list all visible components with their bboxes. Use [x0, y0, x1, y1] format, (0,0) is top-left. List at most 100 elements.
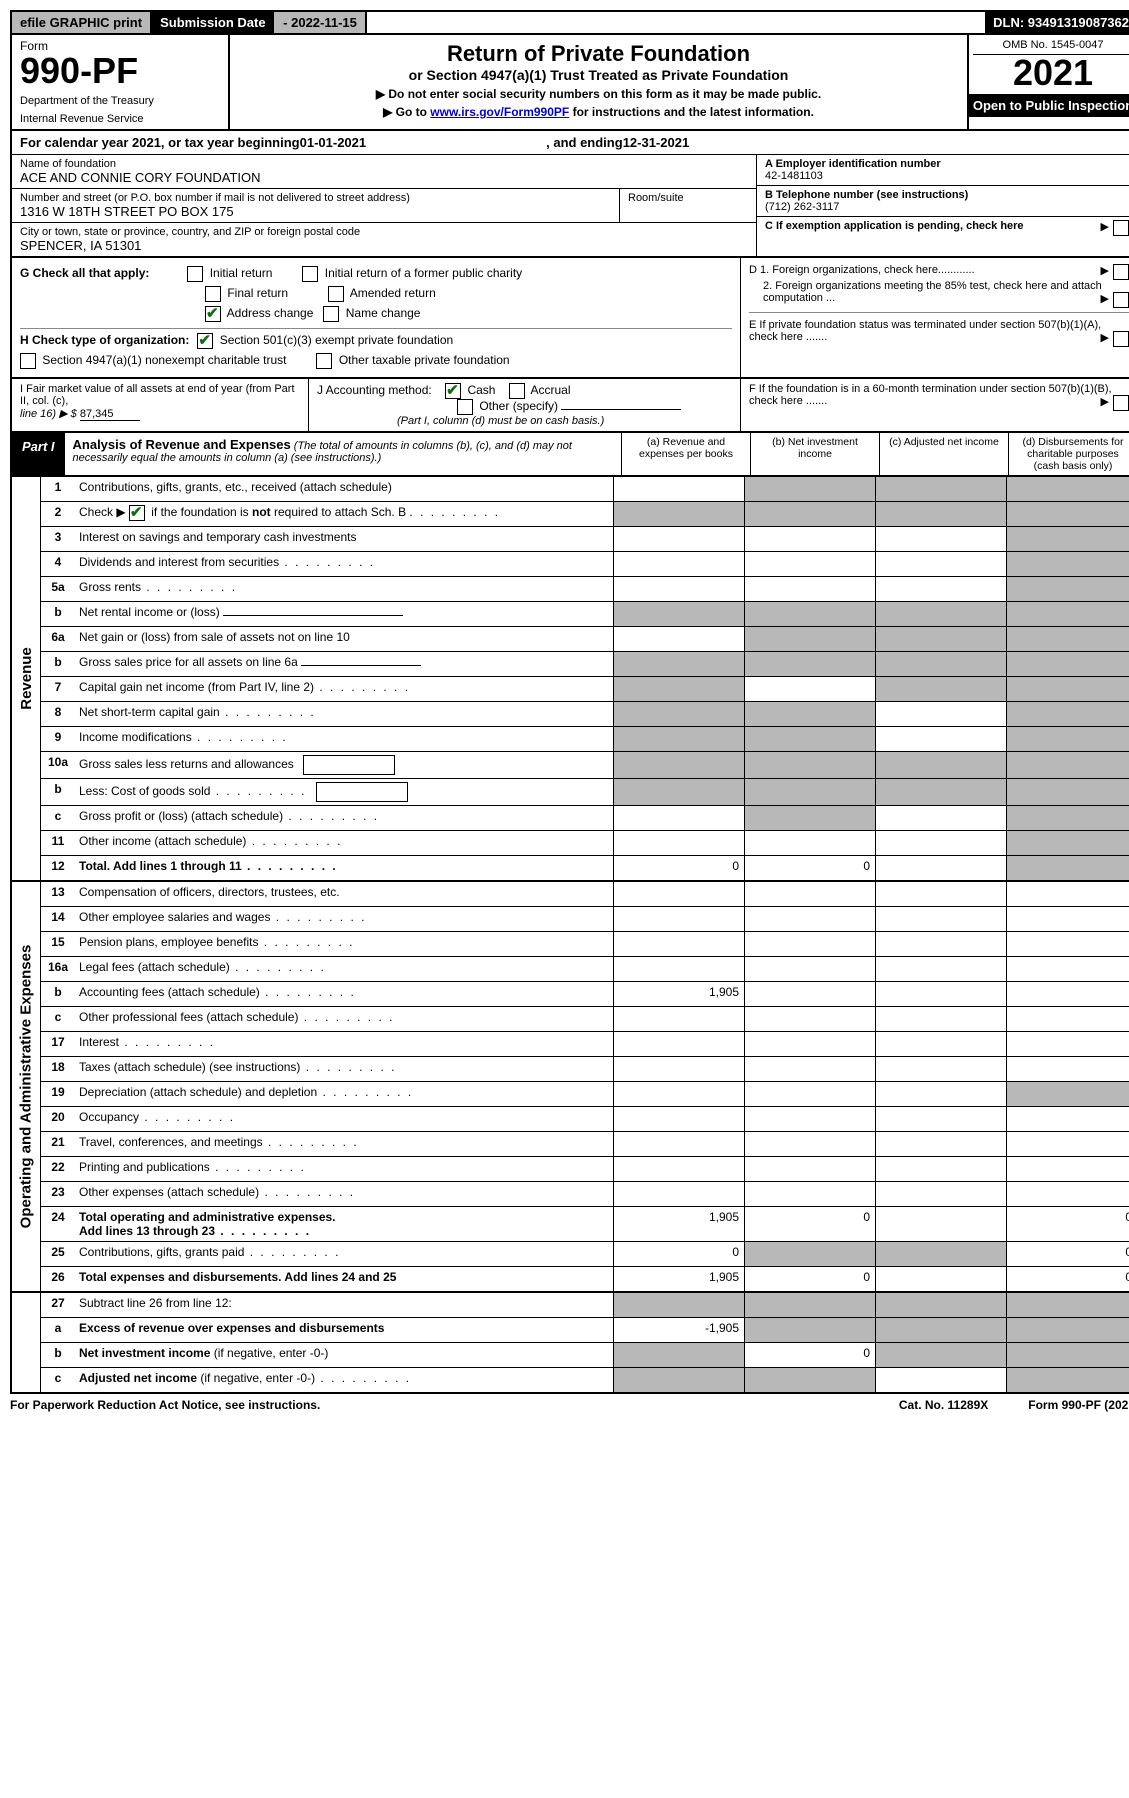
- phone-cell: B Telephone number (see instructions) (7…: [757, 186, 1129, 217]
- r10a-box: [303, 755, 395, 775]
- cell-b: [744, 702, 875, 726]
- 4947-checkbox[interactable]: [20, 353, 36, 369]
- cell-a: [613, 652, 744, 676]
- d1-row: D 1. Foreign organizations, check here..…: [749, 264, 1129, 276]
- row-desc: Net rental income or (loss): [75, 602, 613, 626]
- cell-b: [744, 727, 875, 751]
- address-value: 1316 W 18TH STREET PO BOX 175: [20, 204, 611, 219]
- initial-former-checkbox[interactable]: [302, 266, 318, 282]
- row-25: 25 Contributions, gifts, grants paid 0 0: [41, 1241, 1129, 1266]
- accrual-label: Accrual: [530, 383, 570, 397]
- row-num: 23: [41, 1182, 75, 1206]
- final-return-label: Final return: [227, 286, 288, 300]
- row-num: 12: [41, 856, 75, 880]
- arrow-icon: [1101, 395, 1109, 408]
- final-return-checkbox[interactable]: [205, 286, 221, 302]
- cell-c: [875, 957, 1006, 981]
- cell-a: [613, 1032, 744, 1056]
- instructions-link[interactable]: www.irs.gov/Form990PF: [430, 105, 569, 119]
- 501c3-checkbox[interactable]: [197, 333, 213, 349]
- exemption-checkbox[interactable]: [1113, 220, 1129, 236]
- row-num: b: [41, 1343, 75, 1367]
- row-9: 9 Income modifications: [41, 726, 1129, 751]
- cell-b: [744, 677, 875, 701]
- initial-former-label: Initial return of a former public charit…: [325, 266, 522, 280]
- cell-d: [1006, 831, 1129, 855]
- cash-label: Cash: [467, 383, 495, 397]
- row-num: 22: [41, 1157, 75, 1181]
- cell-d: [1006, 502, 1129, 526]
- row-desc: Contributions, gifts, grants, etc., rece…: [75, 477, 613, 501]
- city-cell: City or town, state or province, country…: [12, 223, 756, 256]
- city-value: SPENCER, IA 51301: [20, 238, 748, 253]
- row-26: 26 Total expenses and disbursements. Add…: [41, 1266, 1129, 1291]
- e-checkbox[interactable]: [1113, 331, 1129, 347]
- cell-c: [875, 752, 1006, 778]
- opex-strip-label: Operating and Administrative Expenses: [18, 945, 35, 1229]
- cell-a: [613, 779, 744, 805]
- row-21: 21 Travel, conferences, and meetings: [41, 1131, 1129, 1156]
- cell-a: [613, 957, 744, 981]
- row-22: 22 Printing and publications: [41, 1156, 1129, 1181]
- g-col2c: Name change: [323, 306, 420, 322]
- cell-b: [744, 1293, 875, 1317]
- cell-d: [1006, 982, 1129, 1006]
- row-6b: b Gross sales price for all assets on li…: [41, 651, 1129, 676]
- cell-b: [744, 882, 875, 906]
- row-desc: Total. Add lines 1 through 11: [75, 856, 613, 880]
- cal-year-begin: 01-01-2021: [300, 135, 367, 150]
- row-5b: b Net rental income or (loss): [41, 601, 1129, 626]
- page-footer: For Paperwork Reduction Act Notice, see …: [10, 1394, 1129, 1416]
- other-taxable-checkbox[interactable]: [316, 353, 332, 369]
- r2-prefix: Check ▶: [79, 505, 129, 519]
- cell-c: [875, 502, 1006, 526]
- cash-checkbox[interactable]: [445, 383, 461, 399]
- top-bar: efile GRAPHIC print Submission Date - 20…: [10, 10, 1129, 35]
- row-num: 14: [41, 907, 75, 931]
- cell-b: [744, 1007, 875, 1031]
- cell-a: [613, 477, 744, 501]
- other-specify-checkbox[interactable]: [457, 399, 473, 415]
- opex-strip: Operating and Administrative Expenses: [12, 882, 41, 1291]
- col-d-header: (d) Disbursements for charitable purpose…: [1008, 433, 1129, 475]
- row-num: 20: [41, 1107, 75, 1131]
- submission-date-label: Submission Date: [152, 12, 273, 33]
- cell-a: [613, 1057, 744, 1081]
- cell-b: [744, 477, 875, 501]
- address-change-checkbox[interactable]: [205, 306, 221, 322]
- row-19: 19 Depreciation (attach schedule) and de…: [41, 1081, 1129, 1106]
- cell-a: [613, 727, 744, 751]
- sch-b-checkbox[interactable]: [129, 505, 145, 521]
- cell-c: [875, 577, 1006, 601]
- row-desc: Income modifications: [75, 727, 613, 751]
- section-g: G Check all that apply: Initial return I…: [12, 258, 740, 377]
- instr-ssn: ▶ Do not enter social security numbers o…: [236, 87, 961, 101]
- cell-c: [875, 1207, 1006, 1241]
- cell-b: [744, 577, 875, 601]
- cell-d: [1006, 1107, 1129, 1131]
- cell-a: [613, 882, 744, 906]
- initial-return-checkbox[interactable]: [187, 266, 203, 282]
- cell-d: [1006, 856, 1129, 880]
- cell-d: [1006, 752, 1129, 778]
- accrual-checkbox[interactable]: [509, 383, 525, 399]
- amended-return-checkbox[interactable]: [328, 286, 344, 302]
- cell-b: [744, 1082, 875, 1106]
- row-num: 17: [41, 1032, 75, 1056]
- cell-a: [613, 1157, 744, 1181]
- cell-b: [744, 957, 875, 981]
- exemption-pending-cell: C If exemption application is pending, c…: [757, 217, 1129, 235]
- d2-checkbox[interactable]: [1113, 292, 1129, 308]
- section-i: I Fair market value of all assets at end…: [12, 379, 309, 431]
- row-10c: c Gross profit or (loss) (attach schedul…: [41, 805, 1129, 830]
- d1-checkbox[interactable]: [1113, 264, 1129, 280]
- row-27a: a Excess of revenue over expenses and di…: [41, 1317, 1129, 1342]
- foundation-name: ACE AND CONNIE CORY FOUNDATION: [20, 170, 748, 185]
- name-change-checkbox[interactable]: [323, 306, 339, 322]
- col-c-header: (c) Adjusted net income: [879, 433, 1008, 475]
- cell-b: [744, 1157, 875, 1181]
- row-3: 3 Interest on savings and temporary cash…: [41, 526, 1129, 551]
- f-checkbox[interactable]: [1113, 395, 1129, 411]
- row-13: 13 Compensation of officers, directors, …: [41, 882, 1129, 906]
- cell-c: [875, 477, 1006, 501]
